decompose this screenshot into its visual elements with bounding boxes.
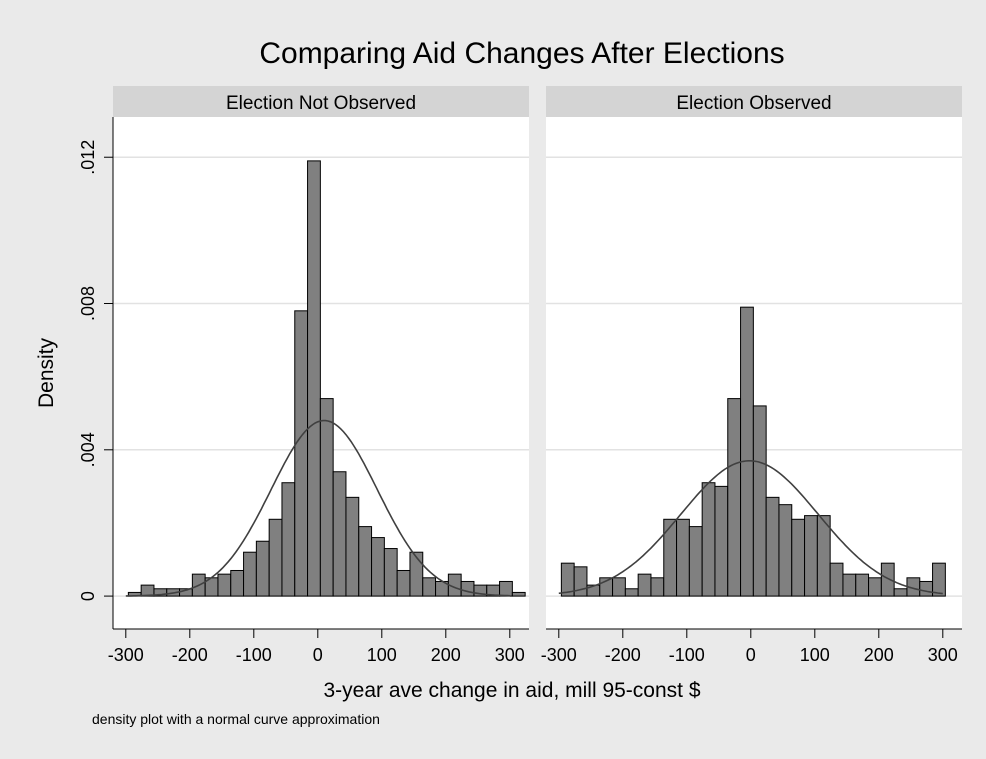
- histogram-bar: [230, 569, 245, 597]
- histogram-bar: [740, 306, 754, 597]
- x-tick-label: -200: [605, 645, 641, 665]
- x-tick-label: -200: [172, 645, 208, 665]
- histogram-bar: [281, 482, 296, 597]
- histogram-bar: [345, 496, 360, 597]
- x-tick-label: -300: [541, 645, 577, 665]
- histogram-bar: [460, 580, 475, 597]
- y-tick-label: .008: [78, 286, 98, 321]
- histogram-bar: [855, 573, 870, 597]
- histogram-bar: [791, 518, 806, 597]
- histogram-bar: [727, 398, 742, 597]
- x-tick-label: -100: [669, 645, 705, 665]
- histogram-bar: [319, 398, 334, 597]
- x-axis-ticks: -300 -200 -100 0 100 200 300: [541, 629, 958, 665]
- y-tick-label: 0: [78, 591, 98, 601]
- histogram-bar: [422, 577, 437, 597]
- histogram-bar: [932, 562, 946, 597]
- chart-title: Comparing Aid Changes After Elections: [259, 37, 784, 70]
- panel-label: Election Not Observed: [226, 93, 416, 114]
- x-tick-label: 0: [746, 645, 756, 665]
- y-axis-ticks: 0 .004 .008 .012: [78, 140, 113, 601]
- x-tick-label: -100: [236, 645, 272, 665]
- histogram-bar: [752, 405, 767, 597]
- histogram-bar: [701, 482, 716, 597]
- histogram-bar: [396, 569, 411, 597]
- chart-note: density plot with a normal curve approxi…: [92, 711, 380, 727]
- x-tick-label: 300: [928, 645, 958, 665]
- panel-strip: [113, 86, 529, 117]
- histogram-bar: [816, 515, 831, 597]
- histogram-bar: [637, 573, 652, 597]
- histogram-bar: [243, 551, 257, 597]
- histogram-bar: [332, 471, 347, 597]
- histogram-bar: [294, 310, 309, 597]
- histogram-bar: [919, 580, 934, 597]
- histogram-bar: [499, 580, 513, 597]
- x-tick-label: -300: [108, 645, 144, 665]
- histogram-bar: [383, 548, 398, 597]
- x-tick-label: 200: [431, 645, 461, 665]
- histogram-bar: [409, 551, 424, 597]
- x-tick-label: 200: [864, 645, 894, 665]
- x-axis-label: 3-year ave change in aid, mill 95-const …: [323, 679, 700, 702]
- histogram-bar: [663, 518, 678, 597]
- histogram-bar: [868, 577, 882, 597]
- histogram-bar: [573, 566, 588, 597]
- panel-election-not-observed: Election Not Observed -300 -200 -100 0 100 20…: [108, 86, 529, 665]
- histogram-bar: [307, 160, 321, 597]
- x-tick-label: 100: [800, 645, 830, 665]
- histogram-bar: [612, 577, 626, 597]
- histogram-bar: [765, 496, 780, 597]
- histogram-bar: [880, 562, 895, 597]
- y-axis-label: Density: [35, 337, 58, 408]
- histogram-bars: [560, 306, 946, 597]
- histogram-bar: [804, 515, 818, 597]
- y-tick-label: .004: [78, 432, 98, 467]
- histogram-bar: [829, 562, 844, 597]
- histogram-bar: [676, 518, 690, 597]
- x-axis-ticks: -300 -200 -100 0 100 200 300: [108, 629, 525, 665]
- x-tick-label: 100: [367, 645, 397, 665]
- histogram-bar: [893, 588, 908, 597]
- histogram-bars: [127, 160, 526, 597]
- histogram-bar: [217, 573, 232, 597]
- x-tick-label: 0: [313, 645, 323, 665]
- histogram-bar: [650, 577, 665, 597]
- histogram-bar: [624, 588, 639, 597]
- histogram-bar: [358, 526, 373, 597]
- panel-label: Election Observed: [676, 93, 831, 114]
- histogram-bar: [714, 485, 729, 597]
- x-tick-label: 300: [495, 645, 525, 665]
- panel-election-observed: Election Observed -300 -200 -100 0 100 200 300: [541, 86, 962, 665]
- histogram-bar: [688, 526, 703, 597]
- histogram-bar: [842, 573, 857, 597]
- histogram-bar: [255, 540, 270, 597]
- y-tick-label: .012: [78, 140, 98, 175]
- panel-strip: [546, 86, 962, 117]
- histogram-bar: [511, 591, 526, 597]
- normal-curve: [558, 460, 943, 595]
- histogram-bar: [778, 504, 793, 597]
- histogram-bar: [268, 518, 283, 597]
- histogram-bar: [371, 537, 385, 597]
- normal-curve: [125, 419, 510, 597]
